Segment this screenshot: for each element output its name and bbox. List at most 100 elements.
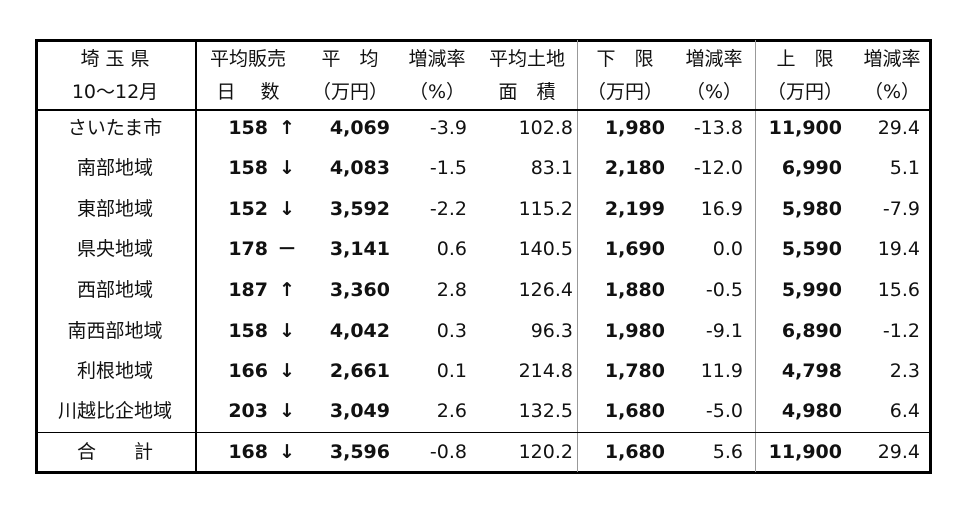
- change: -12.0: [693, 157, 743, 179]
- header-cell: 下 限: [596, 48, 654, 70]
- total-avg-price: 3,596: [329, 441, 390, 463]
- header-divider: [36, 109, 930, 111]
- header-cell: 上 限: [776, 48, 834, 70]
- header-cell: （万円）: [766, 81, 843, 103]
- region: 南部地域: [76, 157, 153, 179]
- low-price: 1,780: [604, 360, 665, 382]
- header-cell: 10〜12月: [71, 81, 159, 103]
- days: 203: [228, 400, 268, 422]
- change: -0.5: [705, 279, 743, 301]
- column-divider: [755, 40, 756, 472]
- total-change: -0.8: [429, 441, 467, 463]
- land-area: 214.8: [518, 360, 573, 382]
- avg-price: 2,661: [329, 360, 390, 382]
- total-trend: ↓: [279, 441, 295, 463]
- high-price: 5,990: [781, 279, 842, 301]
- days: 152: [228, 198, 268, 220]
- avg-price: 3,141: [329, 238, 390, 260]
- change: 0.3: [436, 320, 467, 342]
- land-area: 102.8: [518, 117, 573, 139]
- change: 6.4: [889, 400, 920, 422]
- trend: ↓: [279, 360, 295, 382]
- change: -7.9: [882, 198, 920, 220]
- column-divider: [577, 40, 578, 472]
- header-cell: 面 積: [498, 81, 556, 103]
- total-high-price: 11,900: [768, 441, 842, 463]
- avg-price: 3,592: [329, 198, 390, 220]
- region: 南西部地域: [67, 320, 163, 342]
- region: 県央地域: [76, 238, 153, 260]
- change: -13.8: [693, 117, 743, 139]
- header-cell: 増減率: [863, 48, 921, 70]
- change: 2.8: [436, 279, 467, 301]
- change: -1.5: [429, 157, 467, 179]
- header-cell: 平 均: [321, 48, 379, 70]
- column-divider: [195, 40, 197, 472]
- low-price: 1,980: [604, 320, 665, 342]
- land-area: 126.4: [518, 279, 573, 301]
- days: 166: [228, 360, 268, 382]
- total-change: 5.6: [712, 441, 743, 463]
- land-area: 96.3: [530, 320, 573, 342]
- avg-price: 4,042: [329, 320, 390, 342]
- region: 西部地域: [76, 279, 153, 301]
- avg-price: 3,049: [329, 400, 390, 422]
- change: 2.6: [436, 400, 467, 422]
- land-area: 83.1: [530, 157, 573, 179]
- total-change: 29.4: [877, 441, 920, 463]
- low-price: 2,180: [604, 157, 665, 179]
- total-divider: [36, 432, 930, 433]
- land-area: 132.5: [518, 400, 573, 422]
- change: 19.4: [877, 238, 920, 260]
- avg-price: 4,069: [329, 117, 390, 139]
- avg-price: 3,360: [329, 279, 390, 301]
- change: 2.3: [889, 360, 920, 382]
- low-price: 1,690: [604, 238, 665, 260]
- high-price: 6,990: [781, 157, 842, 179]
- change: -1.2: [882, 320, 920, 342]
- low-price: 1,880: [604, 279, 665, 301]
- high-price: 11,900: [768, 117, 842, 139]
- header-cell: （万円）: [586, 81, 663, 103]
- trend: ↑: [279, 117, 295, 139]
- header-cell: 日 数: [216, 81, 280, 103]
- header-cell: 増減率: [408, 48, 466, 70]
- avg-price: 4,083: [329, 157, 390, 179]
- high-price: 5,980: [781, 198, 842, 220]
- region: 利根地域: [76, 360, 153, 382]
- trend: ↓: [279, 198, 295, 220]
- land-area: 140.5: [518, 238, 573, 260]
- high-price: 4,798: [781, 360, 842, 382]
- change: 29.4: [877, 117, 920, 139]
- days: 187: [228, 279, 268, 301]
- change: -2.2: [429, 198, 467, 220]
- high-price: 6,890: [781, 320, 842, 342]
- header-cell: 平均販売: [209, 48, 286, 70]
- header-cell: 増減率: [685, 48, 743, 70]
- trend: －: [277, 238, 297, 260]
- days: 178: [228, 238, 268, 260]
- change: -5.0: [705, 400, 743, 422]
- header-cell: （%）: [863, 81, 921, 103]
- total-land-area: 120.2: [518, 441, 573, 463]
- header-cell: 埼 玉 県: [80, 48, 150, 70]
- header-cell: （%）: [408, 81, 466, 103]
- days: 158: [228, 320, 268, 342]
- change: 16.9: [700, 198, 743, 220]
- change: 0.6: [436, 238, 467, 260]
- change: 5.1: [889, 157, 920, 179]
- change: 15.6: [877, 279, 920, 301]
- header-cell: （万円）: [311, 81, 388, 103]
- region: 東部地域: [76, 198, 153, 220]
- trend: ↓: [279, 400, 295, 422]
- land-area: 115.2: [518, 198, 573, 220]
- change: -9.1: [705, 320, 743, 342]
- days: 158: [228, 157, 268, 179]
- low-price: 2,199: [604, 198, 665, 220]
- change: 0.1: [436, 360, 467, 382]
- total-days: 168: [228, 441, 268, 463]
- high-price: 4,980: [781, 400, 842, 422]
- change: -3.9: [429, 117, 467, 139]
- table-border: [35, 39, 932, 474]
